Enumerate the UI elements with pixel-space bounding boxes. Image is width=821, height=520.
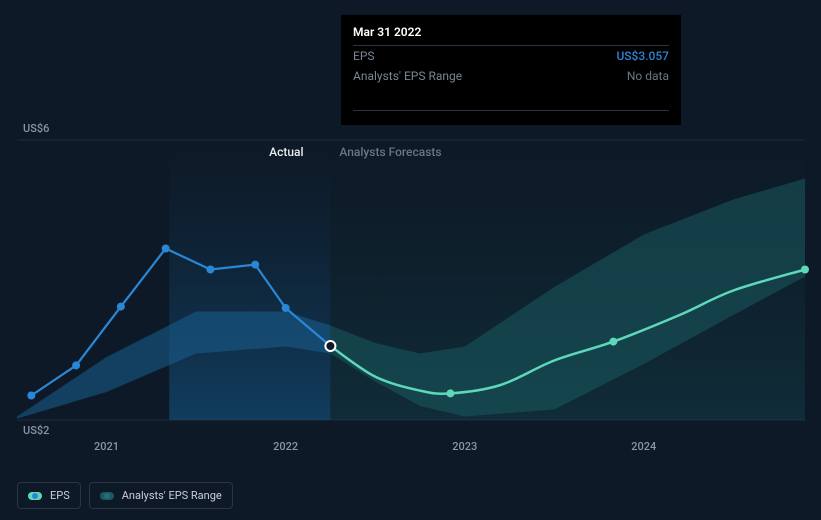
legend-item-1[interactable]: Analysts' EPS Range bbox=[89, 482, 233, 509]
eps-chart: US$2 US$6 2021 2022 2023 2024 Actual Analysts F… bbox=[0, 0, 821, 520]
svg-text:US$2: US$2 bbox=[23, 424, 49, 437]
legend-item-0[interactable]: EPS bbox=[17, 482, 81, 509]
svg-text:US$6: US$6 bbox=[23, 122, 49, 135]
tooltip-eps-value: US$3.057 bbox=[616, 49, 669, 63]
svg-text:Actual: Actual bbox=[269, 145, 303, 159]
tooltip-divider bbox=[353, 110, 669, 111]
legend-swatch-icon bbox=[28, 492, 42, 500]
legend-swatch-icon bbox=[100, 492, 114, 500]
legend-label: EPS bbox=[50, 489, 70, 502]
svg-text:2023: 2023 bbox=[452, 440, 477, 453]
tooltip-date: Mar 31 2022 bbox=[353, 25, 669, 39]
tooltip-eps-label: EPS bbox=[353, 49, 375, 63]
tooltip-range-value: No data bbox=[627, 69, 669, 83]
svg-text:2022: 2022 bbox=[273, 440, 298, 453]
svg-text:Analysts Forecasts: Analysts Forecasts bbox=[339, 145, 441, 159]
chart-tooltip: Mar 31 2022 EPS US$3.057 Analysts' EPS R… bbox=[341, 15, 681, 125]
svg-text:2021: 2021 bbox=[94, 440, 119, 453]
legend-label: Analysts' EPS Range bbox=[122, 489, 222, 502]
tooltip-range-label: Analysts' EPS Range bbox=[353, 69, 462, 83]
svg-text:2024: 2024 bbox=[631, 440, 656, 453]
tooltip-row-range: Analysts' EPS Range No data bbox=[353, 66, 669, 86]
chart-legend: EPS Analysts' EPS Range bbox=[17, 482, 233, 509]
tooltip-row-eps: EPS US$3.057 bbox=[353, 45, 669, 66]
